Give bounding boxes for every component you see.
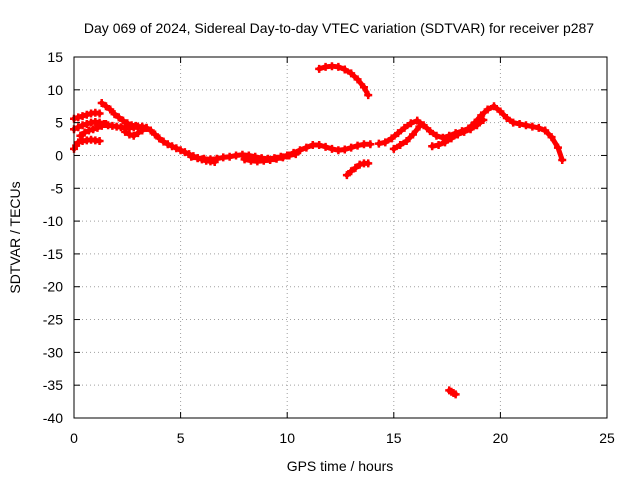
y-axis-label: SDTVAR / TECUs (7, 181, 23, 293)
data-point (101, 119, 110, 128)
data-point (291, 150, 300, 159)
y-tick-label: 5 (55, 115, 63, 131)
series-track-e (76, 119, 110, 140)
y-tick-label: -40 (43, 410, 63, 426)
series-track-j (342, 159, 373, 180)
x-tick-label: 0 (70, 430, 78, 446)
series-track-m (428, 116, 488, 151)
y-tick-label: -15 (43, 246, 63, 262)
y-tick-label: -10 (43, 213, 63, 229)
data-point (415, 122, 424, 131)
x-tick-label: 25 (599, 430, 615, 446)
data-point (364, 159, 373, 168)
data-series (70, 62, 567, 399)
series-track-k (374, 102, 567, 165)
data-point (95, 137, 104, 146)
series-track-d (97, 98, 140, 130)
x-tick-label: 10 (279, 430, 295, 446)
x-tick-label: 5 (177, 430, 185, 446)
series-track-l (389, 122, 424, 153)
y-tick-label: 10 (47, 82, 63, 98)
x-axis-label: GPS time / hours (287, 458, 394, 474)
plot-frame (73, 56, 608, 419)
axes: 0 5 10 15 20 25 -40 -35 -30 -25 -20 -15 -10 -5 0 5 10 15 (43, 49, 615, 446)
x-tick-label: 15 (386, 430, 402, 446)
data-point (95, 109, 104, 118)
data-point (364, 91, 373, 100)
data-point (558, 156, 567, 165)
y-tick-label: 15 (47, 49, 63, 65)
data-point (366, 140, 375, 149)
series-track-f (121, 123, 151, 140)
series-track-n (445, 386, 460, 399)
x-tick-label: 20 (493, 430, 509, 446)
data-point (131, 121, 140, 130)
y-tick-label: -20 (43, 279, 63, 295)
series-track-a (70, 135, 104, 153)
grid (74, 57, 607, 418)
y-tick-label: 0 (55, 147, 63, 163)
y-tick-label: -35 (43, 377, 63, 393)
data-point (479, 116, 488, 125)
series-track-h (240, 150, 300, 166)
chart-title: Day 069 of 2024, Sidereal Day-to-day VTE… (84, 20, 594, 36)
y-tick-label: -5 (51, 180, 64, 196)
series-track-i (315, 62, 373, 100)
series-track-c (70, 108, 104, 123)
data-point (451, 390, 460, 399)
data-point (142, 123, 151, 132)
y-tick-label: -25 (43, 312, 63, 328)
y-tick-label: -30 (43, 344, 63, 360)
